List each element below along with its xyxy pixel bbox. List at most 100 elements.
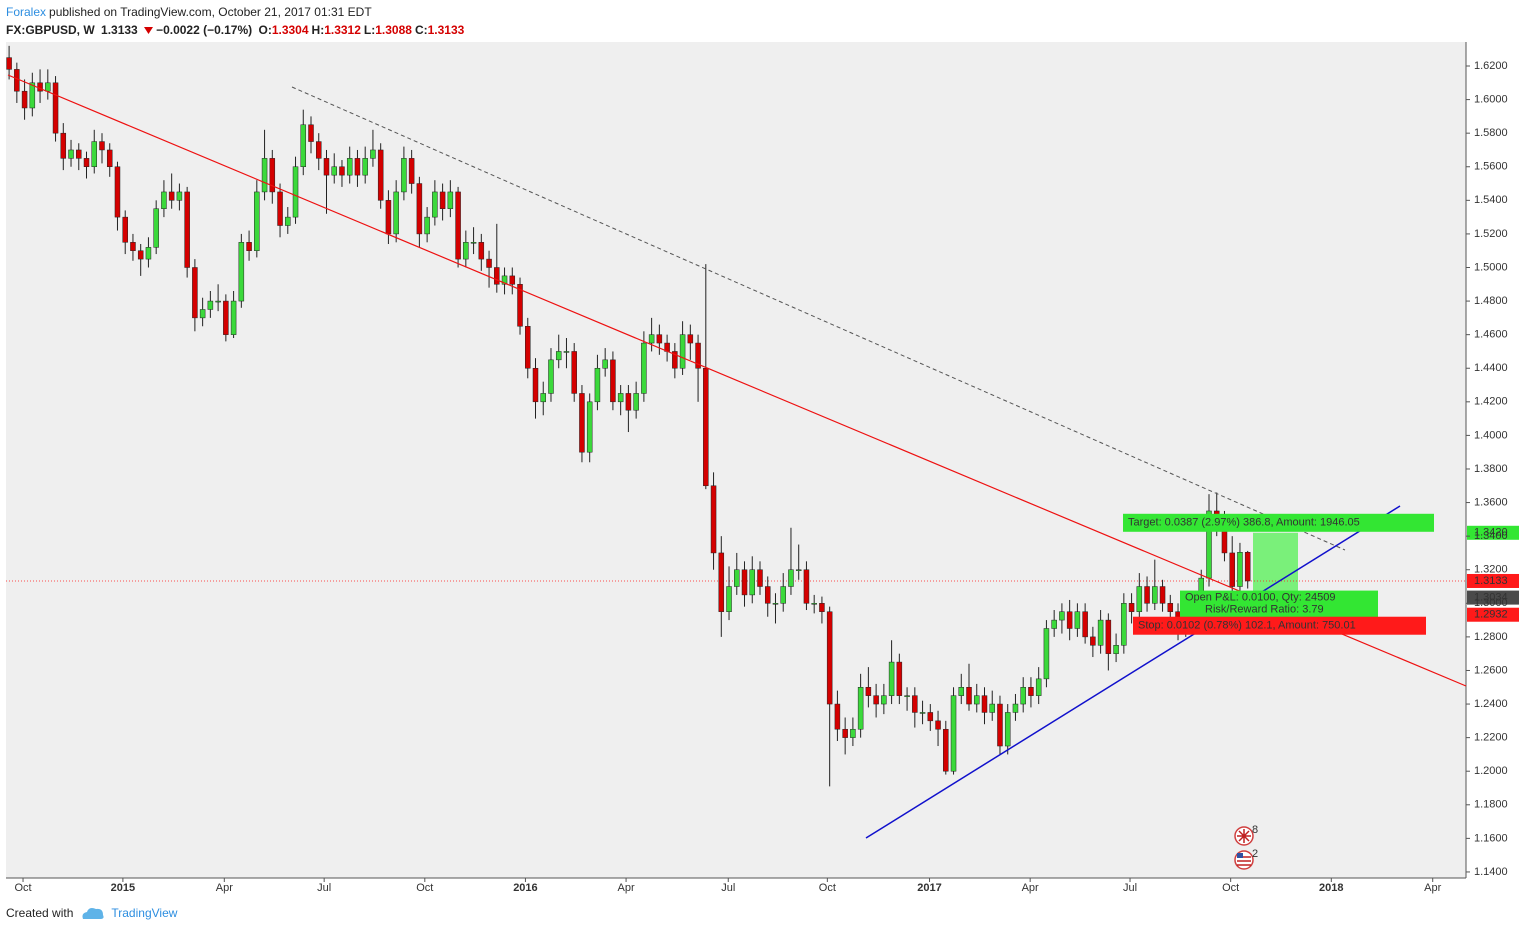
x-tick-label: Oct <box>1222 882 1239 894</box>
y-tick-label: 1.5200 <box>1474 228 1508 240</box>
x-tick-label: Jul <box>721 882 735 894</box>
brand[interactable]: TradingView <box>111 906 178 920</box>
dashed-trendline <box>291 86 1346 551</box>
candle-body <box>1152 586 1158 604</box>
candle-body <box>586 401 593 453</box>
y-tick-label: 1.4200 <box>1474 396 1508 408</box>
candle-body <box>764 586 771 604</box>
y-tick-label: 1.3200 <box>1474 564 1508 576</box>
candle-body <box>1105 619 1112 654</box>
candle-body <box>1004 712 1011 747</box>
y-tick-label: 1.4600 <box>1474 329 1508 341</box>
candle-body <box>850 728 856 738</box>
candle-body <box>1082 611 1088 638</box>
candle-body <box>470 242 477 244</box>
published: published on TradingView.com, October 21… <box>49 5 372 19</box>
candle-body <box>1028 687 1034 696</box>
candle-body <box>672 351 678 369</box>
candle-body <box>401 158 407 193</box>
candle-body <box>966 687 972 705</box>
candle-body <box>873 695 879 705</box>
candle-body <box>6 57 12 70</box>
candle-body <box>625 393 632 411</box>
candle-body <box>91 141 98 168</box>
candle-body <box>555 351 562 361</box>
y-tick-label: 1.2800 <box>1474 631 1508 643</box>
target-label-bg <box>1123 513 1434 532</box>
candle-body <box>76 149 82 159</box>
y-tick-label: 1.4000 <box>1474 429 1508 441</box>
candle-body <box>509 275 516 285</box>
candle-body <box>811 603 817 605</box>
candle-body <box>1043 628 1050 680</box>
x-tick-label: 2018 <box>1319 882 1343 894</box>
candle-body <box>122 216 128 243</box>
publish-line: Foralex published on TradingView.com, Oct… <box>6 3 470 21</box>
candle-body <box>687 334 694 344</box>
candle-body <box>106 149 113 168</box>
target-zone <box>1253 532 1298 598</box>
red-trendline <box>7 74 1467 687</box>
candle-body <box>788 569 794 587</box>
ohlc-name: C: <box>414 23 428 37</box>
candle-body <box>1097 619 1104 646</box>
candle-body <box>161 191 167 209</box>
x-tick-label: 2017 <box>917 882 941 894</box>
price-tag: 1.3133 <box>1474 575 1508 587</box>
x-tick-label: Apr <box>216 882 233 894</box>
candle-body <box>1035 678 1042 696</box>
candle-body <box>881 695 887 705</box>
candle-body <box>99 141 105 151</box>
candle-body <box>950 695 957 772</box>
candle-body <box>439 191 446 209</box>
candle-body <box>331 166 337 176</box>
x-tick-label: Apr <box>618 882 635 894</box>
pnl-label-bg <box>1180 590 1378 618</box>
header: Foralex published on TradingView.com, Oct… <box>6 3 470 39</box>
candle-body <box>1229 552 1235 587</box>
event-count: 2 <box>1252 848 1258 860</box>
candle-body <box>377 149 384 201</box>
candle-body <box>277 191 283 226</box>
symbol-line: FX:GBPUSD, W 1.3133 −0.0022 (−0.17%) O:1… <box>6 21 470 39</box>
candle-body <box>455 191 461 260</box>
candle-body <box>246 242 252 251</box>
candle-body <box>114 166 121 218</box>
candle-body <box>641 342 647 394</box>
candle-body <box>29 82 36 109</box>
y-tick-label: 1.5400 <box>1474 194 1508 206</box>
candle-body <box>656 334 663 344</box>
y-tick-label: 1.6200 <box>1474 60 1508 72</box>
ohlc-value: 1.3312 <box>324 23 361 37</box>
candle-body <box>184 191 190 268</box>
candle-body <box>486 258 492 268</box>
candle-body <box>83 158 90 168</box>
ohlc-name: L: <box>363 23 376 37</box>
blue-trendline <box>865 505 1401 839</box>
x-tick-label: 2016 <box>513 882 537 894</box>
candle-body <box>888 661 895 696</box>
candle-body <box>1090 636 1096 646</box>
candle-body <box>896 661 903 696</box>
author: Foralex <box>6 5 47 19</box>
candle-body <box>749 569 756 596</box>
candle-body <box>52 82 59 134</box>
candle-body <box>795 569 802 571</box>
candle-body <box>308 124 314 142</box>
candle-body <box>1012 703 1019 713</box>
candle-body <box>145 247 152 260</box>
candle-body <box>1066 611 1073 629</box>
ohlc-value: 1.3088 <box>375 23 412 37</box>
candle-body <box>1136 586 1143 612</box>
y-tick-label: 1.5800 <box>1474 127 1508 139</box>
ratio-label: Risk/Reward Ratio: 3.79 <box>1205 604 1324 616</box>
candle-body <box>679 334 686 369</box>
symbol: FX:GBPUSD, W <box>6 23 95 37</box>
ohlc-name: H: <box>311 23 325 37</box>
uk-flag <box>1237 829 1251 843</box>
candle-body <box>989 703 995 713</box>
candle-body <box>207 300 214 310</box>
candle-body <box>424 216 430 235</box>
candle-body <box>463 242 469 260</box>
